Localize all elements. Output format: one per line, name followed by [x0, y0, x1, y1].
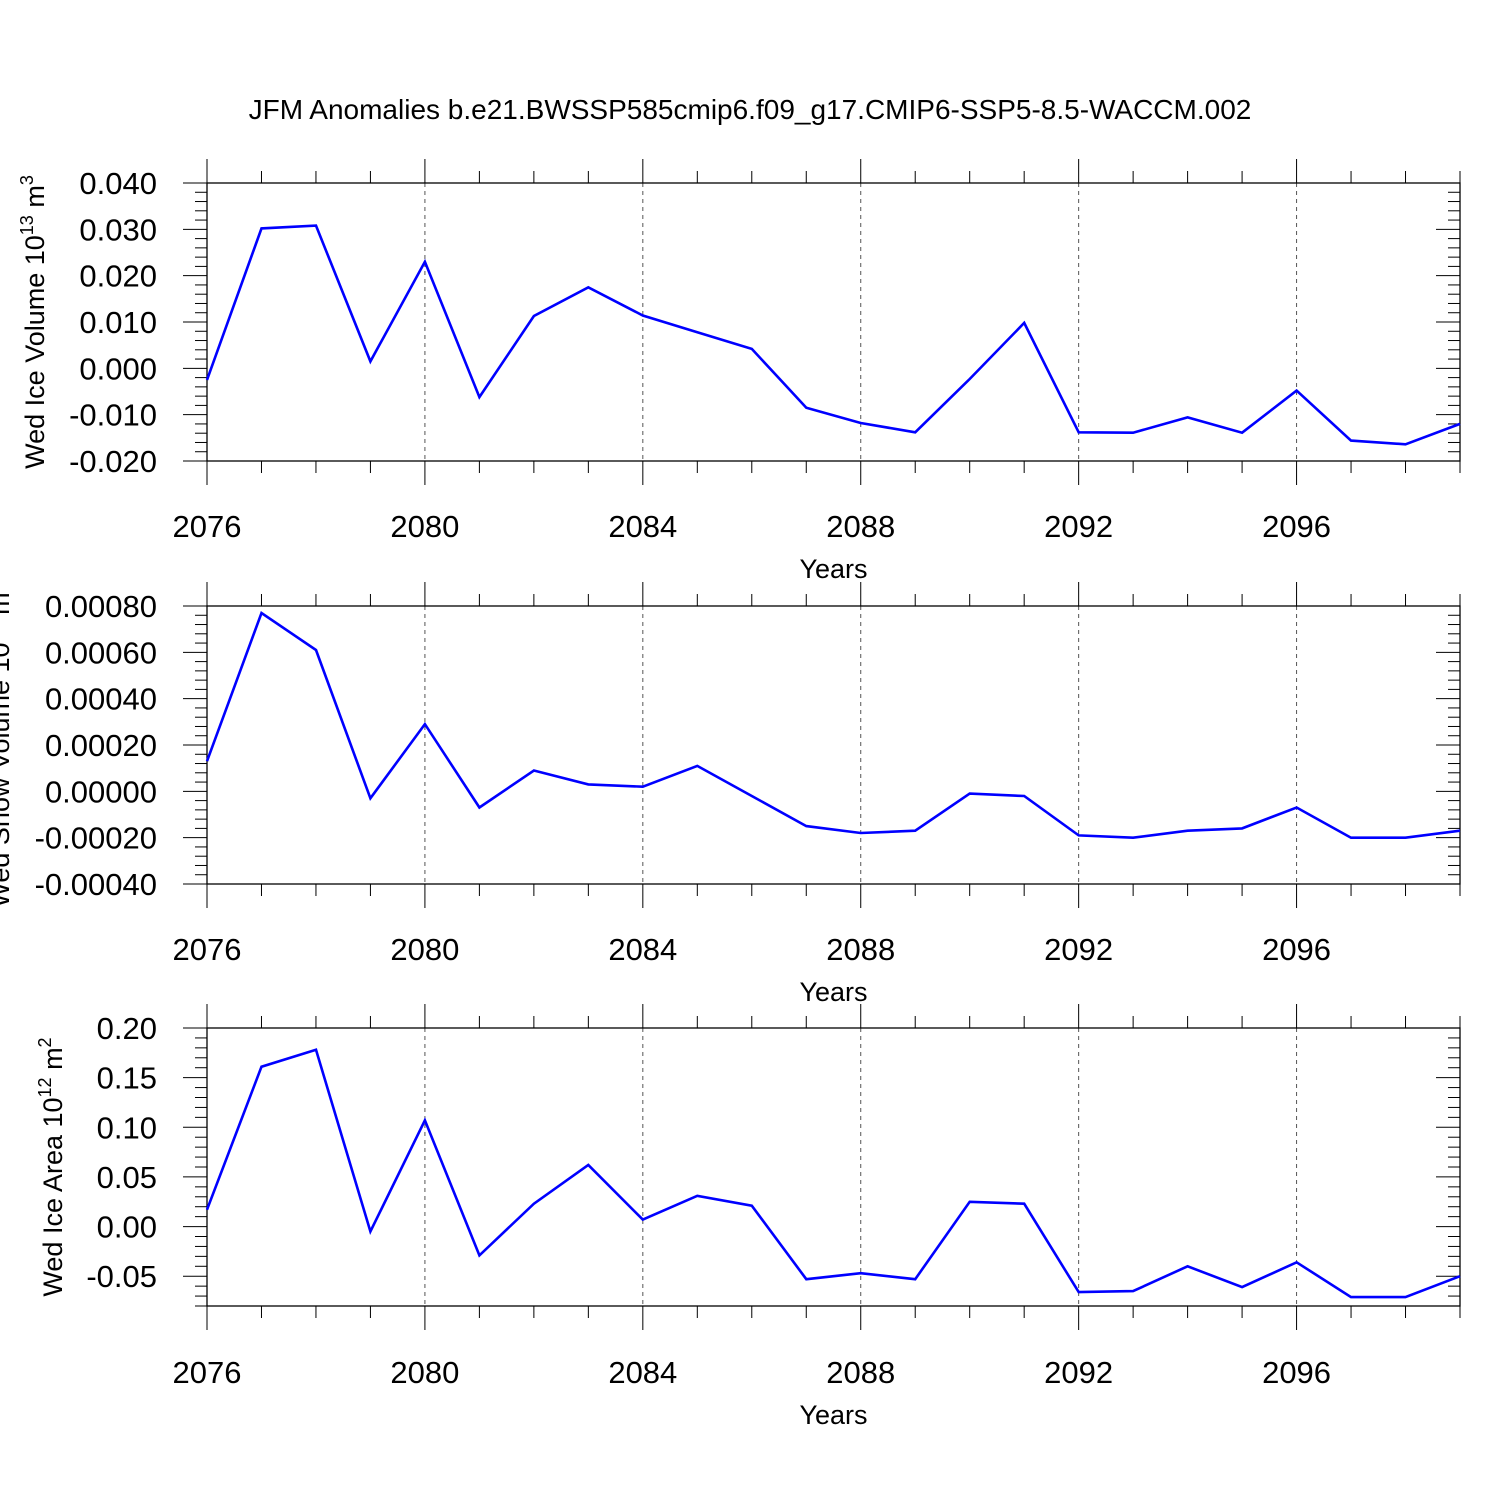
x-tick-label: 2092 [1044, 509, 1113, 544]
y-axis-label: Wed Ice Volume 1013 m3 [17, 175, 50, 469]
y-axis-label-text: Wed Ice Area 10 [38, 1097, 68, 1296]
plot-frame [206, 605, 1461, 885]
y-tick-label: 0.10 [97, 1110, 157, 1145]
x-axis-label: Years [799, 977, 867, 1007]
y-tick-label: 0.00 [97, 1210, 157, 1245]
y-axis-label-unit: m [38, 1047, 68, 1077]
y-tick-label: -0.010 [69, 398, 157, 433]
y-axis-label: Wed Ice Area 1012 m2 [35, 1037, 68, 1296]
panel-2: 0.00080 0.00060 0.00040 0.00020 0.00000 -0.00… [0, 582, 1461, 1007]
x-tick-label: 2084 [608, 1355, 677, 1390]
y-axis-label-unit: m [20, 185, 50, 215]
y-axis-label-exponent: 13 [17, 215, 37, 235]
y-tick-label: 0.010 [79, 305, 157, 340]
y-axis-label: Wed Snow Volume 1013 m3 [0, 582, 15, 907]
x-tick-label: 2096 [1262, 932, 1331, 967]
x-tick-label: 2084 [608, 932, 677, 967]
y-tick-label: 0.030 [79, 212, 157, 247]
x-tick-label: 2084 [608, 509, 677, 544]
y-tick-label: 0.15 [97, 1061, 157, 1096]
x-tick-label: 2088 [826, 1355, 895, 1390]
panel-1: 0.040 0.030 0.020 0.010 0.000 -0.010 -0.020 207… [17, 159, 1461, 584]
y-tick-label: 0.040 [79, 166, 157, 201]
x-tick-label: 2076 [173, 932, 242, 967]
y-axis-label-unit: m [0, 592, 15, 622]
x-tick-label: 2088 [826, 932, 895, 967]
y-tick-label: 0.000 [79, 351, 157, 386]
series-line [205, 610, 1461, 840]
panel-3: 0.20 0.15 0.10 0.05 0.00 -0.05 2076 2080 2084 208… [35, 1004, 1461, 1430]
y-axis-label-text: Wed Snow Volume 10 [0, 642, 15, 907]
y-tick-label: 0.05 [97, 1160, 157, 1195]
y-tick-label: 0.00080 [45, 589, 157, 624]
x-tick-label: 2096 [1262, 1355, 1331, 1390]
y-axis-label-exponent: 12 [35, 1077, 55, 1097]
plot-frame [206, 182, 1461, 462]
y-axis-label-text: Wed Ice Volume 10 [20, 235, 50, 469]
y-axis-label-unit-exponent: 3 [17, 175, 37, 185]
y-axis-label-unit-exponent: 2 [35, 1037, 55, 1047]
y-tick-label: 0.00060 [45, 635, 157, 670]
y-tick-label: 0.00000 [45, 774, 157, 809]
series-line [205, 224, 1461, 446]
x-tick-label: 2088 [826, 509, 895, 544]
y-tick-label: -0.020 [69, 444, 157, 479]
plot-frame [206, 1027, 1461, 1307]
y-tick-label: -0.00020 [35, 821, 157, 856]
x-tick-label: 2096 [1262, 509, 1331, 544]
y-tick-label: -0.00040 [35, 867, 157, 902]
x-axis-label: Years [799, 554, 867, 584]
y-tick-label: 0.00020 [45, 728, 157, 763]
y-axis-label-unit-exponent: 3 [0, 582, 2, 592]
series-line [205, 1048, 1461, 1299]
x-tick-label: 2080 [390, 932, 459, 967]
y-tick-label: -0.05 [86, 1259, 157, 1294]
y-tick-label: 0.020 [79, 259, 157, 294]
y-tick-label: 0.00040 [45, 682, 157, 717]
x-axis-label: Years [799, 1400, 867, 1430]
x-tick-label: 2076 [173, 509, 242, 544]
x-tick-label: 2080 [390, 509, 459, 544]
figure-title: JFM Anomalies b.e21.BWSSP585cmip6.f09_g1… [249, 94, 1252, 125]
x-tick-label: 2092 [1044, 932, 1113, 967]
x-tick-label: 2092 [1044, 1355, 1113, 1390]
x-tick-label: 2076 [173, 1355, 242, 1390]
y-tick-label: 0.20 [97, 1011, 157, 1046]
x-tick-label: 2080 [390, 1355, 459, 1390]
y-axis-label-exponent: 13 [0, 622, 2, 642]
